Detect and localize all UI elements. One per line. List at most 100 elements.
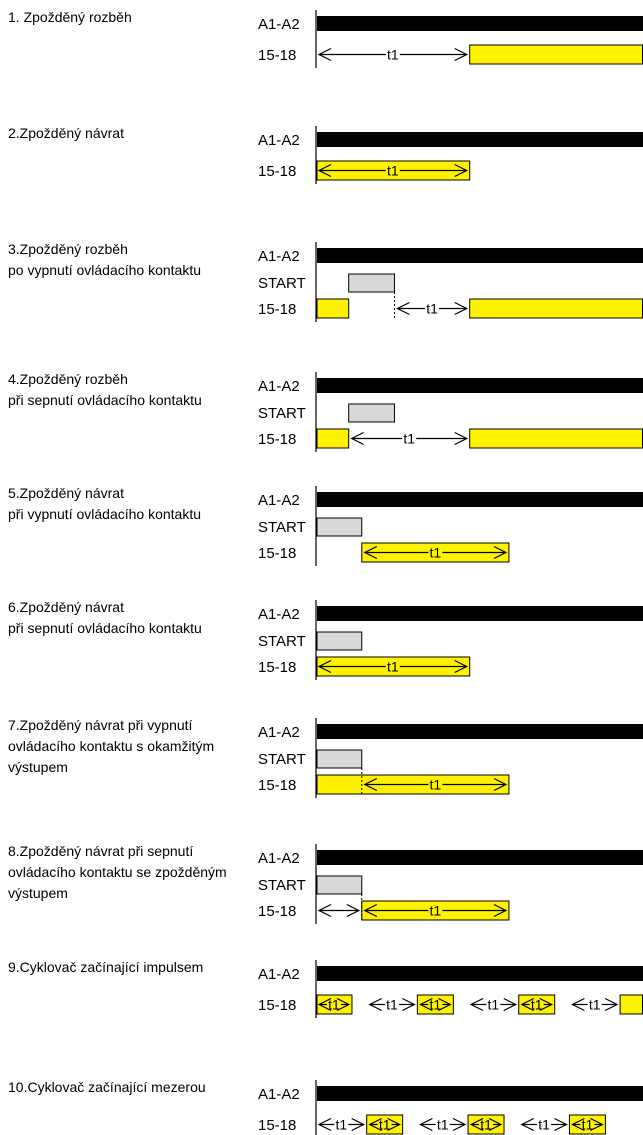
output-segment (316, 428, 350, 449)
arrowhead-right (454, 659, 469, 674)
time-arrow: t1 (317, 1117, 366, 1133)
time-arrow: t1 (469, 997, 518, 1013)
arrowhead-right (590, 1117, 604, 1132)
timing-mode-7: 7.Zpožděný návrat při vypnutí ovládacího … (8, 717, 643, 798)
supply-bar (317, 248, 643, 263)
arrow-label: t1 (582, 1117, 594, 1133)
time-arrow: t1 (469, 1117, 503, 1133)
arrowhead-left (317, 1117, 332, 1132)
arrow-label: t1 (531, 997, 543, 1013)
output-segment (469, 44, 643, 65)
arrowhead-left (317, 47, 332, 62)
output-segment (316, 994, 353, 1015)
mode-title: 9.Cyklovač začínající impulsem (8, 959, 203, 975)
start-pulse (316, 749, 363, 769)
arrow-label: t1 (538, 1117, 550, 1133)
output-segment (518, 994, 556, 1015)
mode-title: při vypnutí ovládacího kontaktu (8, 506, 201, 522)
time-arrow: t1 (571, 997, 619, 1013)
arrowhead-right (336, 997, 351, 1012)
signal-label: START (258, 519, 306, 536)
output-segment (316, 656, 471, 677)
time-arrow: t1 (317, 47, 469, 63)
arrowhead-left (419, 997, 433, 1012)
time-arrow: t1 (350, 431, 469, 447)
mode-title: 5.Zpožděný návrat (8, 485, 124, 501)
arrow-label: t1 (387, 163, 399, 179)
start-pulse (316, 631, 363, 651)
time-arrow (317, 903, 361, 918)
arrowhead-left (469, 997, 484, 1012)
signal-label: 15-18 (258, 997, 296, 1014)
arrowhead-right (554, 1117, 568, 1132)
arrowhead-left (396, 301, 410, 316)
signal-label: 15-18 (258, 545, 296, 562)
signal-label: 15-18 (258, 777, 296, 794)
timing-mode-9: 9.Cyklovač začínající impulsem A1-A2 15-18… (8, 959, 643, 1018)
output-segment (469, 298, 643, 319)
time-arrow: t1 (419, 1117, 467, 1133)
arrow-label: t1 (426, 301, 438, 317)
supply-bar (317, 966, 643, 981)
signal-label: A1-A2 (258, 248, 300, 265)
arrow-label: t1 (437, 1117, 449, 1133)
arrowhead-right (454, 301, 469, 316)
output-segment (469, 428, 643, 449)
time-arrow: t1 (317, 659, 469, 675)
signal-label: 15-18 (258, 301, 296, 318)
timing-mode-2: 2.Zpožděný návrat A1-A2 15-18 t1 (8, 125, 643, 184)
output-segment (361, 542, 510, 563)
arrow-label: t1 (430, 903, 442, 919)
start-pulse (316, 875, 363, 895)
mode-title: 10.Cyklovač začínající mezerou (8, 1079, 206, 1095)
output-segment (316, 160, 471, 181)
signal-label: START (258, 405, 306, 422)
start-pulse (316, 517, 363, 537)
supply-bar (317, 132, 643, 147)
supply-bar (317, 850, 643, 865)
timing-mode-8: 8.Zpožděný návrat při sepnutí ovládacího … (8, 843, 643, 924)
mode-title: výstupem (8, 885, 68, 901)
arrow-label: t1 (430, 997, 442, 1013)
time-arrow: t1 (368, 997, 416, 1013)
supply-bar (317, 492, 643, 507)
mode-title: ovládacího kontaktu s okamžitým (8, 738, 214, 754)
arrowhead-left (520, 997, 535, 1012)
signal-label: A1-A2 (258, 1086, 300, 1103)
time-arrow: t1 (368, 1117, 401, 1133)
arrowhead-right (493, 545, 508, 560)
time-arrow: t1 (317, 163, 469, 179)
signal-label: START (258, 751, 306, 768)
arrow-label: t1 (430, 545, 442, 561)
arrowhead-left (469, 1117, 484, 1132)
start-pulse (348, 273, 395, 293)
signal-label: START (258, 275, 306, 292)
arrowhead-right (604, 997, 619, 1012)
timing-mode-5: 5.Zpožděný návrat při vypnutí ovládacího … (8, 485, 643, 566)
output-segment (316, 298, 350, 319)
timing-mode-6: 6.Zpožděný návrat při sepnutí ovládacího … (8, 599, 643, 680)
signal-label: A1-A2 (258, 492, 300, 509)
arrowhead-right (454, 431, 469, 446)
mode-title: 4.Zpožděný rozběh (8, 371, 128, 387)
time-arrow: t1 (419, 997, 452, 1013)
arrowhead-right (503, 997, 518, 1012)
signal-label: A1-A2 (258, 378, 300, 395)
signal-label: 15-18 (258, 47, 296, 64)
output-segment (467, 1114, 505, 1135)
mode-title: výstupem (8, 759, 68, 775)
output-segment (416, 994, 454, 1015)
signal-label: 15-18 (258, 1117, 296, 1134)
arrowhead-left (317, 659, 332, 674)
timing-mode-1: 1. Zpožděný rozběh A1-A2 15-18 t1 (8, 9, 643, 68)
supply-bar (317, 378, 643, 393)
arrowhead-right (454, 163, 469, 178)
arrowhead-right (539, 997, 554, 1012)
mode-title: po vypnutí ovládacího kontaktu (8, 262, 201, 278)
mode-title: 3.Zpožděný rozběh (8, 241, 128, 257)
arrowhead-right (493, 777, 508, 792)
start-pulse (348, 403, 395, 423)
output-segment (619, 994, 643, 1015)
arrowhead-left (317, 997, 332, 1012)
